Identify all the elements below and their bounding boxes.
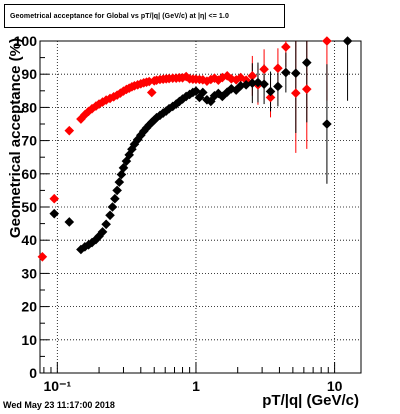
red-series-marker <box>247 71 258 81</box>
black-series-marker <box>141 123 152 133</box>
black-series-marker <box>322 119 332 129</box>
datestamp: Wed May 23 11:17:00 2018 <box>3 400 115 410</box>
black-series-marker <box>129 139 140 150</box>
black-series-marker <box>202 94 212 105</box>
red-series-marker <box>273 63 283 74</box>
black-series-marker <box>127 144 137 155</box>
red-series-marker <box>202 76 212 86</box>
y-tick-label: 80 <box>21 99 37 115</box>
red-series-marker <box>49 193 60 204</box>
y-tick-label: 10 <box>21 332 37 348</box>
red-series-marker <box>265 92 276 103</box>
y-tick-label: 60 <box>21 166 37 182</box>
black-series-marker <box>291 68 301 79</box>
black-series-marker <box>105 210 115 221</box>
x-tick-label: 10⁻¹ <box>44 378 72 394</box>
red-series-marker <box>37 252 48 262</box>
error-bars <box>38 40 351 258</box>
black-series-marker <box>49 208 60 219</box>
black-series-marker <box>171 99 181 109</box>
y-tick-label: 0 <box>29 365 37 381</box>
black-series-marker <box>273 81 283 92</box>
x-axis-title: pT/|q| (GeV/c) <box>262 392 359 409</box>
black-series-marker <box>112 185 122 196</box>
red-series-marker <box>64 125 75 136</box>
red-series-marker <box>209 73 220 83</box>
black-series-marker <box>177 94 188 104</box>
black-series-marker <box>87 237 97 248</box>
black-series-marker <box>138 126 149 137</box>
y-tick-label: 40 <box>21 232 37 248</box>
y-tick-label: 100 <box>14 33 38 49</box>
black-series-marker <box>247 78 258 88</box>
black-series-marker <box>253 77 263 88</box>
y-tick-label: 30 <box>21 265 37 281</box>
black-series-marker <box>241 80 251 90</box>
red-series-marker <box>177 73 188 83</box>
black-series-marker <box>155 110 165 121</box>
red-series-marker <box>291 88 301 98</box>
red-series-marker <box>301 84 312 94</box>
grid-lines <box>40 41 361 373</box>
black-series-marker <box>342 36 353 46</box>
y-tick-label: 20 <box>21 299 37 315</box>
y-tick-label: 70 <box>21 133 37 149</box>
black-series-marker <box>91 234 101 245</box>
y-tick-label: 50 <box>21 199 37 215</box>
black-series-marker <box>124 150 135 160</box>
black-series-marker <box>64 217 75 227</box>
y-tick-label: 90 <box>21 66 37 82</box>
red-series-marker <box>197 75 208 85</box>
black-series-marker <box>301 57 312 68</box>
black-series-marker <box>231 85 241 95</box>
black-series-marker <box>97 227 108 237</box>
x-tick-label: 1 <box>192 378 200 394</box>
black-series-marker <box>194 92 205 103</box>
black-series-marker <box>209 90 220 101</box>
red-series-marker <box>146 87 157 98</box>
black-series-marker <box>265 86 276 97</box>
red-series-marker <box>259 64 269 75</box>
black-series-marker <box>114 177 125 187</box>
black-series-marker <box>281 67 291 78</box>
chart-title: Geometrical acceptance for Global vs pT/… <box>10 13 229 20</box>
data-markers <box>37 36 353 262</box>
x-tick-label: 10 <box>327 378 343 394</box>
black-series-marker <box>158 108 168 118</box>
red-series-marker <box>281 42 291 52</box>
y-axis-title: Geometrical acceptance (%) <box>7 38 24 238</box>
black-series-marker <box>83 240 94 250</box>
black-series-marker <box>101 219 111 230</box>
red-series-marker <box>322 36 332 46</box>
black-series-marker <box>191 86 201 96</box>
black-series-marker <box>110 193 120 204</box>
black-series-marker <box>181 91 191 102</box>
red-series-marker <box>231 75 241 85</box>
black-series-marker <box>259 79 269 89</box>
black-series-marker <box>164 103 174 114</box>
tick-labels: 0 10 20 30 40 50 60 70 80 90 100 10⁻¹ 1 10 <box>14 33 343 394</box>
black-series-marker <box>197 87 208 98</box>
chart-title-box: Geometrical acceptance for Global vs pT/… <box>4 4 285 28</box>
black-series-marker <box>107 202 118 212</box>
black-series-marker <box>116 169 127 180</box>
black-series-marker <box>118 163 129 173</box>
red-series-marker <box>181 71 191 82</box>
